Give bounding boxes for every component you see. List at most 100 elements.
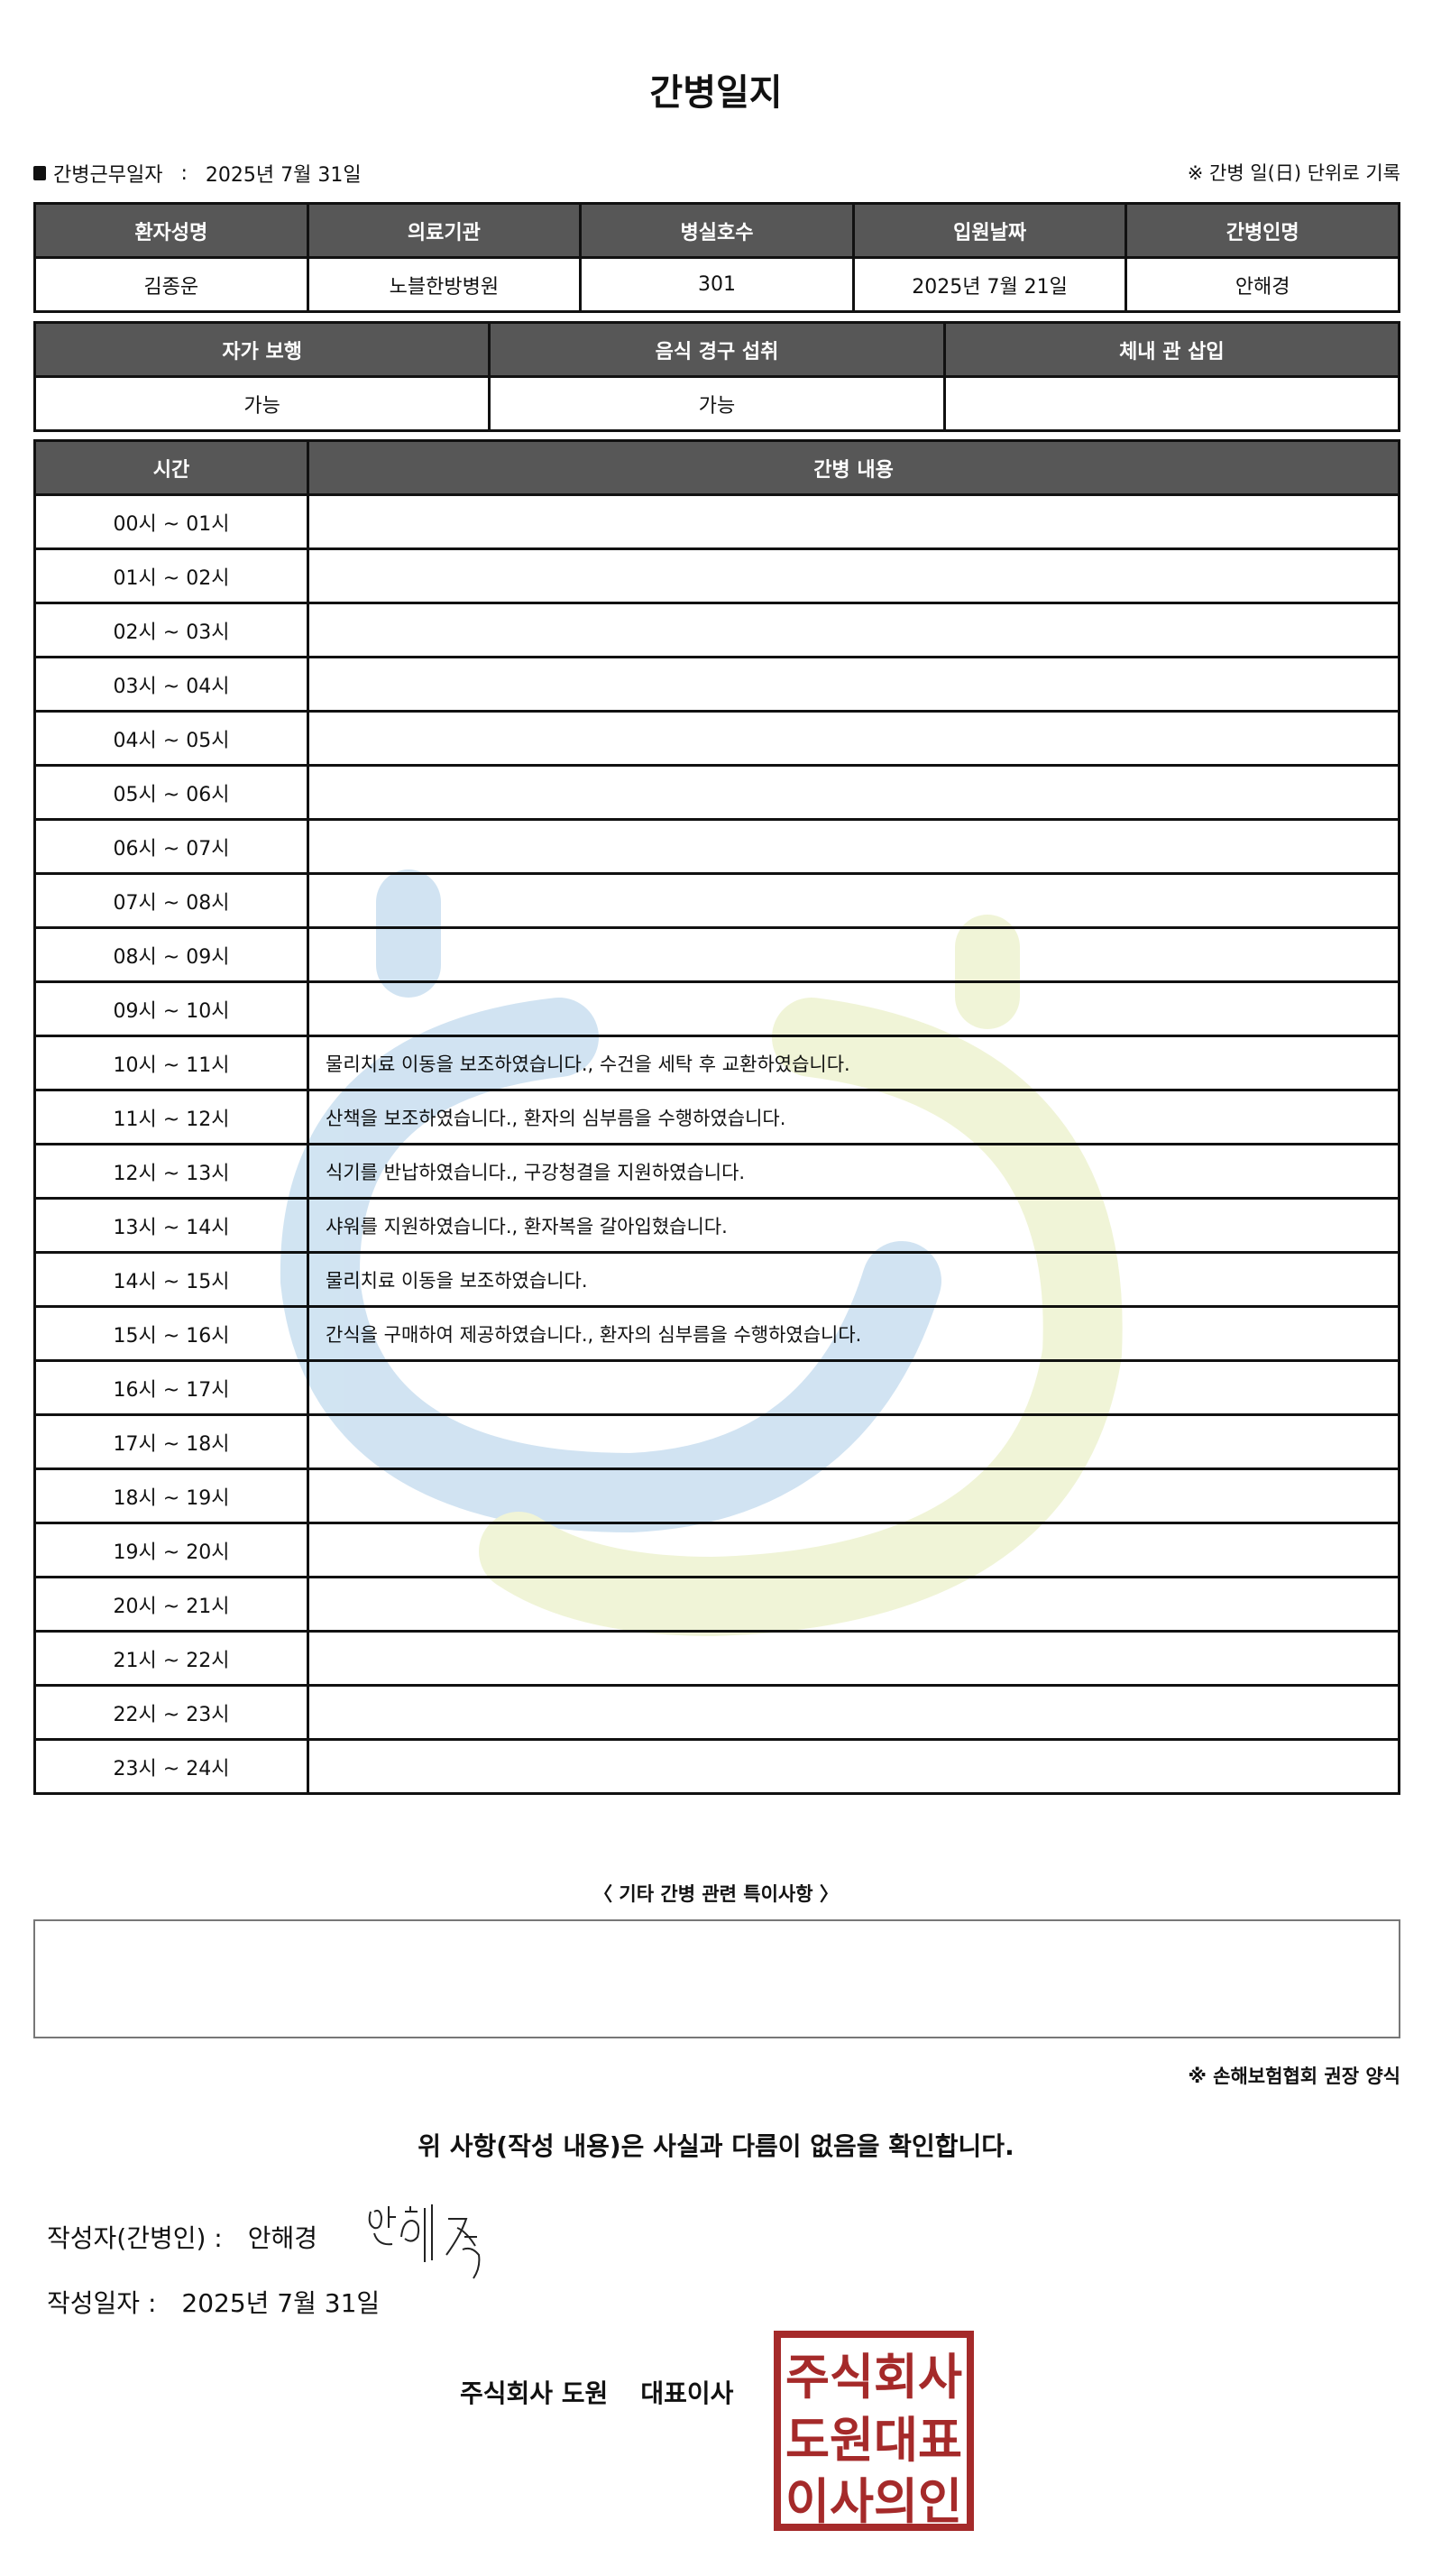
confirmation-statement: 위 사항(작성 내용)은 사실과 다름이 없음을 확인합니다. [418, 2131, 1014, 2161]
writer-name: 안해경 [247, 2223, 318, 2253]
care-content: 식기를 반납하였습니다., 구강청결을 지원하였습니다. [307, 1143, 1400, 1200]
writer-line: 작성자(간병인) : 안해경 [47, 2219, 317, 2255]
header-admission-date: 입원날짜 [851, 202, 1128, 259]
time-slot: 17시 ~ 18시 [33, 1413, 309, 1470]
table-row: 14시 ~ 15시 물리치료 이동을 보조하였습니다. [33, 1251, 1400, 1308]
time-slot: 19시 ~ 20시 [33, 1522, 309, 1578]
time-slot: 08시 ~ 09시 [33, 926, 309, 983]
care-content [307, 980, 1400, 1037]
time-slot: 22시 ~ 23시 [33, 1684, 309, 1741]
care-content [307, 1467, 1400, 1524]
time-slot: 15시 ~ 16시 [33, 1305, 309, 1362]
table-row: 19시 ~ 20시 [33, 1522, 1400, 1578]
care-content [307, 1522, 1400, 1578]
write-date-value: 2025년 7월 31일 [181, 2288, 381, 2318]
table-row: 20시 ~ 21시 [33, 1576, 1400, 1633]
work-date-value: 2025년 7월 31일 [205, 164, 362, 187]
header-oral-intake: 음식 경구 섭취 [488, 321, 946, 378]
company-line: 주식회사 도원 대표이사 [460, 2374, 733, 2410]
association-note: ※ 손해보험협회 권장 양식 [1188, 2065, 1400, 2087]
work-date-line: 간병근무일자 : 2025년 7월 31일 [33, 159, 362, 188]
writer-label: 작성자(간병인) : [47, 2223, 223, 2253]
time-slot: 23시 ~ 24시 [33, 1738, 309, 1795]
table-row: 00시 ~ 01시 [33, 493, 1400, 550]
time-slot: 06시 ~ 07시 [33, 818, 309, 875]
care-content [307, 1684, 1400, 1741]
care-content: 물리치료 이동을 보조하였습니다. [307, 1251, 1400, 1308]
table-row: 15시 ~ 16시 간식을 구매하여 제공하였습니다., 환자의 심부름을 수행하… [33, 1305, 1400, 1362]
table-row: 12시 ~ 13시 식기를 반납하였습니다., 구강청결을 지원하였습니다. [33, 1143, 1400, 1200]
care-content [307, 656, 1400, 713]
header-caregiver: 간병인명 [1124, 202, 1400, 259]
table-row: 07시 ~ 08시 [33, 872, 1400, 929]
table-row: 01시 ~ 02시 [33, 547, 1400, 604]
care-content: 간식을 구매하여 제공하였습니다., 환자의 심부름을 수행하였습니다. [307, 1305, 1400, 1362]
time-slot: 20시 ~ 21시 [33, 1576, 309, 1633]
care-content [307, 764, 1400, 821]
admission-date: 2025년 7월 21일 [851, 256, 1128, 313]
care-content [307, 710, 1400, 767]
table-row: 05시 ~ 06시 [33, 764, 1400, 821]
table-row: 10시 ~ 11시 물리치료 이동을 보조하였습니다., 수건을 세탁 후 교환하… [33, 1035, 1400, 1091]
care-content [307, 602, 1400, 658]
care-content: 물리치료 이동을 보조하였습니다., 수건을 세탁 후 교환하였습니다. [307, 1035, 1400, 1091]
time-slot: 13시 ~ 14시 [33, 1197, 309, 1254]
care-content [307, 926, 1400, 983]
patient-info-table: 환자성명 의료기관 병실호수 입원날짜 간병인명 김종운 노블한방병원 301 … [33, 202, 1400, 313]
table-row: 08시 ~ 09시 [33, 926, 1400, 983]
header-patient-name: 환자성명 [33, 202, 309, 259]
company-name: 주식회사 도원 [460, 2378, 609, 2408]
care-content: 산책을 보조하였습니다., 환자의 심부름을 수행하였습니다. [307, 1089, 1400, 1145]
header-tube-insertion: 체내 관 삽입 [942, 321, 1401, 378]
patient-name: 김종운 [33, 256, 309, 313]
write-date-label: 작성일자 : [47, 2288, 157, 2318]
header-time: 시간 [33, 439, 309, 496]
status-table: 자가 보행 음식 경구 섭취 체내 관 삽입 가능 가능 [32, 321, 1401, 432]
care-content [307, 1359, 1400, 1416]
care-content [307, 872, 1400, 929]
care-content: 샤워를 지원하였습니다., 환자복을 갈아입혔습니다. [307, 1197, 1400, 1254]
record-note: ※ 간병 일(日) 단위로 기록 [1187, 162, 1400, 184]
tube-insertion [942, 375, 1401, 432]
time-slot: 02시 ~ 03시 [33, 602, 309, 658]
work-date-separator: : [180, 161, 188, 185]
time-slot: 03시 ~ 04시 [33, 656, 309, 713]
care-content [307, 1630, 1400, 1687]
care-content [307, 1576, 1400, 1633]
oral-intake: 가능 [488, 375, 946, 432]
time-slot: 14시 ~ 15시 [33, 1251, 309, 1308]
table-row: 17시 ~ 18시 [33, 1413, 1400, 1470]
care-log-table: 시간 간병 내용 00시 ~ 01시 01시 ~ 02시 02시 ~ 03시 03시 … [33, 439, 1400, 1795]
svg-text:도원대표: 도원대표 [785, 2412, 962, 2469]
self-walking: 가능 [32, 375, 491, 432]
care-content [307, 818, 1400, 875]
company-title: 대표이사 [640, 2378, 734, 2408]
page-title: 간병일지 [649, 72, 783, 114]
time-slot: 04시 ~ 05시 [33, 710, 309, 767]
svg-text:주식회사: 주식회사 [785, 2349, 962, 2406]
header-room: 병실호수 [579, 202, 855, 259]
work-date-label: 간병근무일자 [53, 164, 163, 187]
time-slot: 07시 ~ 08시 [33, 872, 309, 929]
caregiver-name: 안해경 [1124, 256, 1400, 313]
room-number: 301 [579, 256, 855, 313]
time-slot: 16시 ~ 17시 [33, 1359, 309, 1416]
special-notes-box [33, 1919, 1400, 2038]
time-slot: 12시 ~ 13시 [33, 1143, 309, 1200]
black-square-bullet-icon [33, 166, 46, 180]
table-row: 21시 ~ 22시 [33, 1630, 1400, 1687]
header-care-content: 간병 내용 [307, 439, 1400, 496]
hospital: 노블한방병원 [306, 256, 583, 313]
header-hospital: 의료기관 [306, 202, 583, 259]
table-row: 22시 ~ 23시 [33, 1684, 1400, 1741]
time-slot: 10시 ~ 11시 [33, 1035, 309, 1091]
table-row: 13시 ~ 14시 샤워를 지원하였습니다., 환자복을 갈아입혔습니다. [33, 1197, 1400, 1254]
table-row: 16시 ~ 17시 [33, 1359, 1400, 1416]
time-slot: 11시 ~ 12시 [33, 1089, 309, 1145]
time-slot: 18시 ~ 19시 [33, 1467, 309, 1524]
table-row: 06시 ~ 07시 [33, 818, 1400, 875]
table-row: 23시 ~ 24시 [33, 1738, 1400, 1795]
care-content [307, 1413, 1400, 1470]
care-content [307, 1738, 1400, 1795]
table-row: 09시 ~ 10시 [33, 980, 1400, 1037]
